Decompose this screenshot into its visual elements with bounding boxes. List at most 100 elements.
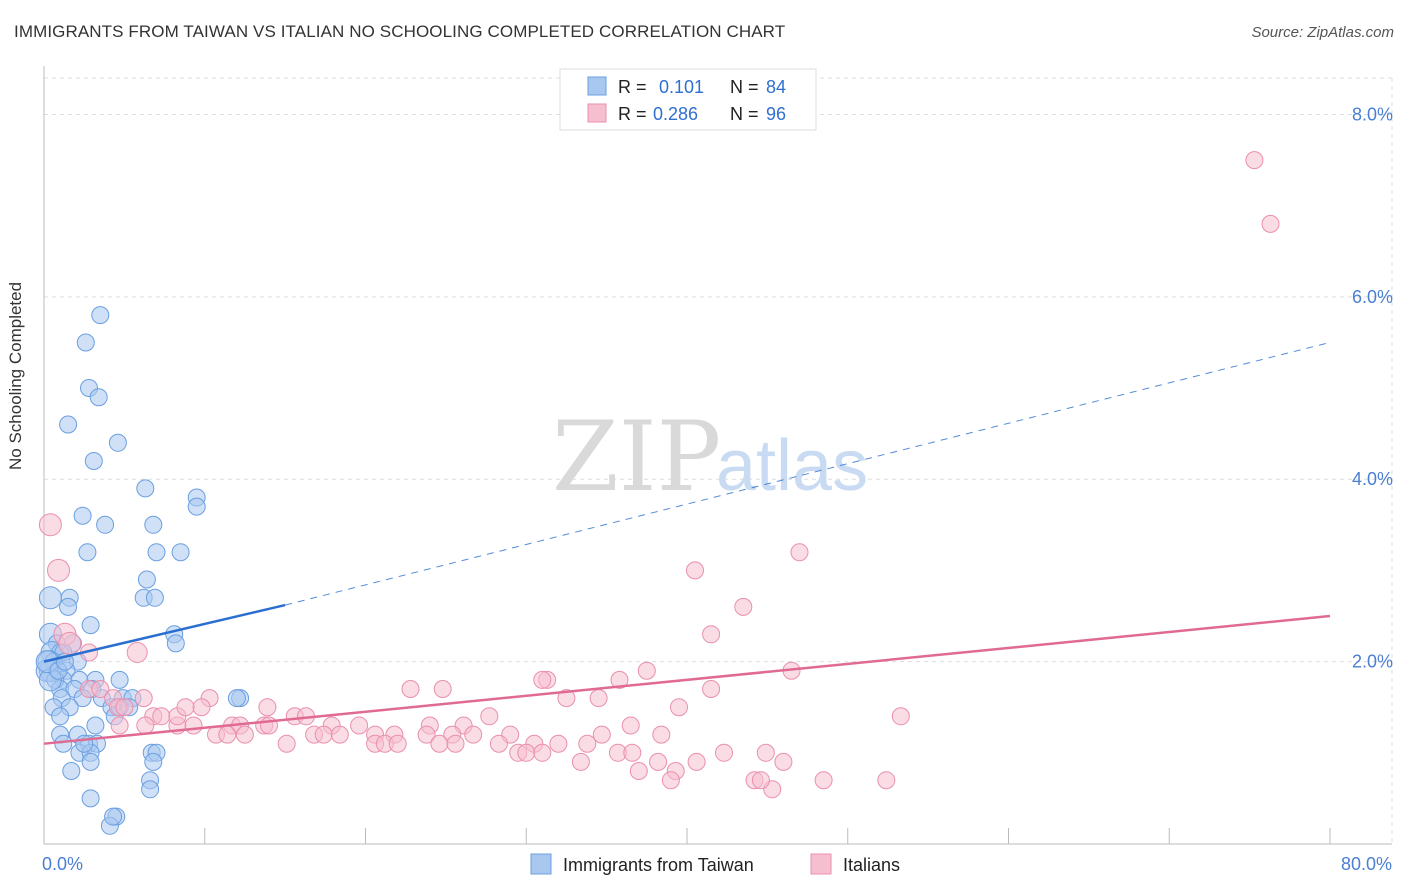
points-layer	[35, 151, 1280, 835]
taiwan-point	[73, 506, 92, 525]
italians-point	[637, 661, 656, 680]
x-tick-label: 0.0%	[42, 854, 83, 874]
legend-swatch-taiwan	[587, 76, 607, 96]
taiwan-point	[145, 588, 164, 607]
italians-point	[192, 698, 211, 717]
taiwan-point	[141, 780, 160, 799]
italians-point	[417, 725, 436, 744]
taiwan-point	[86, 716, 105, 735]
italians-point	[330, 725, 349, 744]
italians-point	[136, 716, 155, 735]
italians-point	[277, 734, 296, 753]
bottom-legend-label-italians: Italians	[843, 855, 900, 875]
italians-point	[592, 725, 611, 744]
watermark: ZIP atlas	[552, 401, 868, 513]
taiwan-point	[104, 807, 123, 826]
axis-layer: 2.0% 4.0% 6.0% 8.0% 0.0% 80.0%	[42, 66, 1393, 874]
legend: R = 0.101 N = 84 R = 0.286 N = 96	[559, 68, 817, 131]
italians-point	[235, 725, 254, 744]
italians-point	[652, 725, 671, 744]
italians-point	[702, 625, 721, 644]
legend-swatch-italians	[587, 103, 607, 123]
italians-point	[184, 716, 203, 735]
taiwan-point	[96, 515, 115, 534]
taiwan-point	[136, 479, 155, 498]
italians-point	[877, 771, 896, 790]
taiwan-trend-dashed	[285, 341, 1331, 606]
taiwan-point	[62, 762, 81, 780]
italians-point	[314, 725, 333, 744]
taiwan-point	[147, 543, 166, 562]
italians-point	[533, 670, 552, 689]
italians-point	[446, 734, 465, 753]
bottom-legend-swatch-italians	[810, 853, 832, 875]
italians-point	[401, 680, 420, 698]
italians-point	[756, 743, 775, 762]
y-tick-label: 6.0%	[1352, 287, 1393, 307]
taiwan-point	[110, 670, 129, 689]
y-tick-label: 2.0%	[1352, 652, 1393, 672]
italians-point	[91, 680, 110, 698]
italians-point	[549, 734, 568, 753]
italians-point	[610, 670, 629, 689]
taiwan-point	[166, 634, 185, 653]
italians-point	[489, 734, 508, 753]
watermark-atlas: atlas	[716, 426, 868, 506]
taiwan-point	[59, 597, 78, 616]
taiwan-point	[227, 689, 246, 708]
taiwan-point	[84, 452, 103, 470]
italians-point	[589, 689, 608, 708]
legend-r-label-taiwan: R =	[618, 77, 647, 97]
chart-title: IMMIGRANTS FROM TAIWAN VS ITALIAN NO SCH…	[14, 22, 786, 41]
x-tick-label: 80.0%	[1341, 854, 1392, 874]
legend-r-value-taiwan: 0.101	[659, 77, 704, 97]
taiwan-point	[108, 433, 127, 452]
italians-point	[388, 734, 407, 753]
taiwan-point	[75, 734, 94, 753]
italians-point	[734, 597, 753, 616]
taiwan-point	[81, 616, 100, 635]
bottom-legend: Immigrants from Taiwan Italians	[530, 853, 900, 875]
taiwan-point	[91, 306, 110, 325]
italians-point	[533, 743, 552, 762]
taiwan-point	[187, 497, 206, 516]
trend-layer	[43, 341, 1331, 745]
taiwan-point	[54, 734, 73, 753]
legend-r-label-italians: R =	[618, 104, 647, 124]
taiwan-point	[59, 415, 78, 434]
taiwan-point	[51, 707, 70, 726]
italians-point	[670, 698, 688, 717]
taiwan-point	[144, 752, 163, 771]
italians-point	[686, 561, 704, 580]
legend-n-label-taiwan: N =	[730, 77, 759, 97]
bottom-legend-swatch-taiwan	[530, 853, 552, 875]
italians-point	[134, 689, 153, 708]
italians-point	[47, 558, 70, 582]
italians-point	[649, 752, 668, 771]
italians-point	[126, 642, 148, 663]
legend-n-value-taiwan: 84	[766, 77, 786, 97]
legend-n-label-italians: N =	[730, 104, 759, 124]
italians-point	[557, 689, 576, 708]
y-tick-label: 8.0%	[1352, 104, 1393, 124]
italians-point	[687, 752, 706, 771]
italians-point	[1245, 151, 1264, 170]
italians-point	[1261, 214, 1280, 233]
italians-point	[115, 698, 134, 717]
taiwan-point	[171, 543, 190, 562]
italians-point	[433, 680, 452, 698]
italians-point	[702, 680, 721, 698]
chart-source: Source: ZipAtlas.com	[1251, 24, 1394, 41]
italians-point	[715, 743, 733, 762]
taiwan-point	[76, 333, 95, 352]
italians-point	[58, 631, 82, 655]
italians-point	[152, 707, 171, 726]
legend-n-value-italians: 96	[766, 104, 786, 124]
italians-point	[891, 707, 910, 726]
italians-point	[38, 513, 62, 537]
italians-point	[814, 771, 833, 790]
italians-point	[430, 734, 449, 753]
italians-point	[176, 698, 195, 717]
italians-point	[621, 716, 640, 735]
